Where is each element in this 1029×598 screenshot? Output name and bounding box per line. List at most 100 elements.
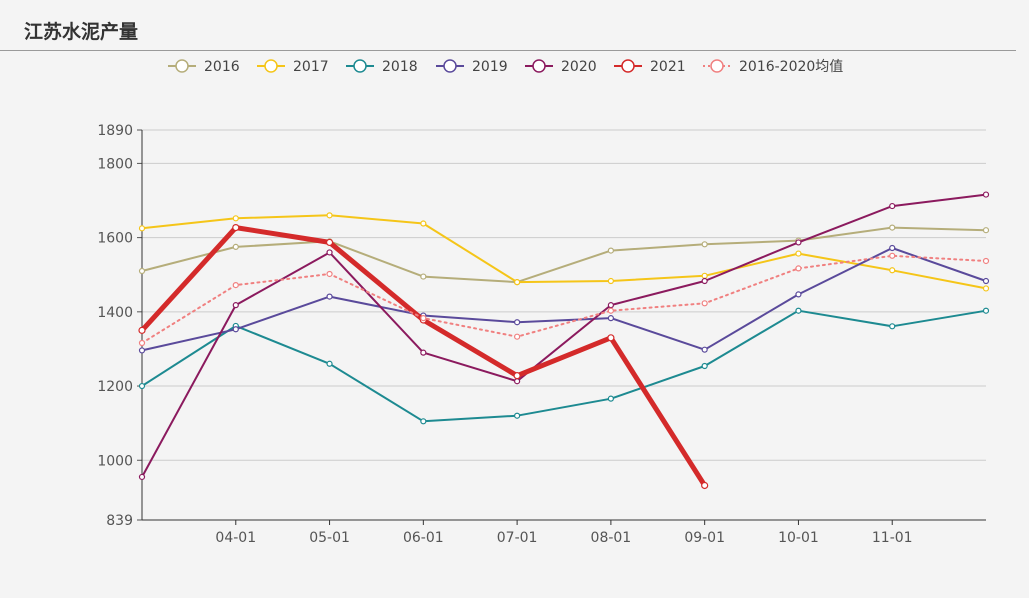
data-point[interactable] [232, 282, 239, 289]
data-point[interactable] [982, 285, 990, 292]
legend-item[interactable]: 2018 [346, 59, 418, 75]
series-2017 [138, 212, 990, 292]
grid-lines [142, 129, 986, 461]
data-point[interactable] [982, 277, 990, 285]
data-point[interactable] [232, 243, 239, 250]
data-point[interactable] [889, 224, 896, 231]
data-point[interactable] [607, 302, 614, 309]
legend-label: 2017 [293, 59, 329, 75]
data-point[interactable] [138, 267, 146, 275]
legend-marker-icon [353, 59, 367, 73]
data-point[interactable] [795, 307, 802, 314]
data-point[interactable] [795, 250, 802, 257]
legend-item[interactable]: 2021 [614, 59, 686, 75]
y-tick-label: 1200 [97, 379, 133, 395]
data-point[interactable] [889, 267, 896, 274]
legend-item[interactable]: 2016-2020均值 [703, 59, 843, 75]
data-point[interactable] [982, 307, 990, 314]
x-tick-label: 08-01 [591, 530, 632, 546]
y-tick-label: 1800 [97, 156, 133, 172]
data-point[interactable] [420, 273, 427, 280]
data-point[interactable] [420, 315, 427, 322]
data-point[interactable] [795, 265, 802, 272]
x-tick-label: 06-01 [403, 530, 444, 546]
data-point[interactable] [607, 334, 615, 342]
data-point[interactable] [607, 247, 614, 254]
chart-axes: 839 1000 1200 1400 1600 1800 1890 04-01 05-01 06-… [97, 123, 986, 546]
data-point[interactable] [420, 220, 427, 227]
legend-item[interactable]: 2019 [436, 59, 508, 75]
data-point[interactable] [889, 323, 896, 330]
data-point[interactable] [607, 307, 614, 314]
data-point[interactable] [701, 272, 708, 279]
data-point[interactable] [514, 378, 521, 385]
data-point[interactable] [982, 227, 990, 234]
series-line [141, 193, 987, 478]
legend-label: 2016 [204, 59, 240, 75]
series-2019 [138, 244, 990, 354]
data-point[interactable] [701, 362, 708, 370]
legend-item[interactable]: 2020 [525, 59, 597, 75]
data-point[interactable] [607, 395, 614, 402]
data-point[interactable] [513, 372, 521, 380]
legend-item[interactable]: 2017 [257, 59, 329, 75]
data-point[interactable] [889, 252, 896, 259]
data-point[interactable] [326, 212, 333, 219]
data-point[interactable] [326, 249, 333, 256]
data-point[interactable] [138, 347, 146, 354]
y-tick-label: 1890 [97, 123, 133, 139]
series-line [141, 214, 987, 290]
header-bar: 江苏水泥产量 [0, 0, 1016, 51]
data-point[interactable] [982, 257, 990, 265]
page-title: 江苏水泥产量 [24, 21, 139, 43]
y-tick-label: 1400 [97, 305, 133, 321]
legend-marker-icon [443, 59, 457, 73]
data-point[interactable] [232, 223, 240, 232]
x-tick-label: 09-01 [684, 530, 725, 546]
legend-marker-icon [264, 59, 278, 73]
y-tick-label: 839 [106, 513, 133, 529]
data-point[interactable] [138, 382, 146, 390]
data-point[interactable] [325, 238, 334, 247]
series-line [141, 247, 987, 352]
data-point[interactable] [514, 319, 521, 326]
data-point[interactable] [982, 191, 990, 198]
data-point[interactable] [326, 293, 333, 300]
legend-label: 2018 [382, 59, 418, 75]
data-point[interactable] [138, 339, 146, 347]
data-point[interactable] [889, 202, 896, 210]
y-tick-label: 1000 [97, 453, 133, 469]
legend-marker-icon [710, 59, 724, 73]
x-tick-label: 04-01 [215, 530, 256, 546]
data-point[interactable] [701, 277, 708, 285]
data-point[interactable] [701, 300, 708, 307]
data-point[interactable] [514, 412, 521, 419]
data-point[interactable] [326, 360, 333, 367]
data-point[interactable] [795, 291, 802, 298]
scrollbar-track[interactable] [1017, 0, 1029, 598]
data-point[interactable] [607, 315, 614, 322]
series-2020 [138, 191, 990, 481]
data-point[interactable] [701, 346, 708, 353]
data-point[interactable] [138, 473, 146, 481]
y-tick-label: 1600 [97, 231, 133, 247]
data-point[interactable] [326, 270, 333, 278]
data-point[interactable] [420, 418, 427, 425]
data-point[interactable] [701, 481, 709, 490]
data-point[interactable] [701, 241, 708, 248]
data-point[interactable] [795, 239, 802, 246]
chart-legend[interactable]: 2016 2017 2018 2019 2020 2021 2016-2020均值 [168, 59, 843, 75]
data-point[interactable] [232, 326, 239, 333]
data-point[interactable] [514, 279, 521, 286]
data-point[interactable] [232, 302, 239, 309]
data-point[interactable] [889, 244, 896, 252]
legend-marker-icon [175, 59, 189, 73]
data-point[interactable] [138, 225, 146, 232]
data-point[interactable] [607, 277, 614, 285]
series-2018 [138, 307, 990, 425]
legend-item[interactable]: 2016 [168, 59, 240, 75]
data-point[interactable] [420, 349, 427, 356]
data-point[interactable] [232, 215, 239, 222]
data-point[interactable] [138, 326, 146, 334]
data-point[interactable] [514, 333, 521, 340]
